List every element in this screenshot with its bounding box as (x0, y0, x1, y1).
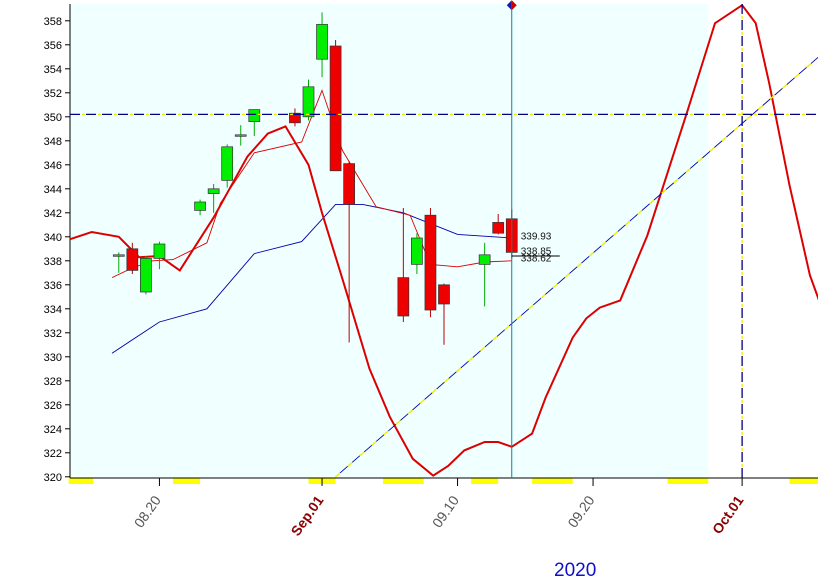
candle-body (194, 201, 206, 211)
y-tick-label: 326 (44, 400, 62, 412)
y-tick-label: 324 (44, 424, 62, 436)
series-line (69, 3, 818, 477)
weekend-markers (68, 478, 818, 484)
price-label: 339.93 (521, 232, 552, 243)
candle-body (438, 284, 450, 305)
cursor-marker-right (511, 0, 517, 11)
price-label: 338.62 (521, 253, 552, 264)
candle-body (248, 109, 261, 122)
candle-body (492, 222, 505, 234)
y-tick-label: 334 (44, 304, 62, 316)
x-tick-label: 08.20 (131, 492, 164, 530)
candle-body (126, 248, 139, 271)
weekend-marker (172, 478, 201, 484)
y-tick-label: 340 (44, 232, 62, 244)
y-tick-label: 358 (44, 16, 62, 28)
candle-body (221, 146, 234, 181)
candle-body (289, 112, 301, 124)
y-tick-label: 352 (44, 88, 62, 100)
weekend-marker (68, 478, 94, 484)
candle-body (234, 134, 247, 137)
candle-body (207, 188, 220, 194)
cursor-marker-left (506, 0, 512, 11)
candle-body (478, 254, 491, 265)
price-label: 338.85 (521, 247, 552, 258)
y-tick-label: 330 (44, 352, 62, 364)
y-tick-label: 320 (44, 472, 62, 484)
y-tick-label: 342 (44, 208, 62, 220)
candle-body (302, 86, 315, 118)
candle-body (316, 24, 328, 60)
y-tick-label: 322 (44, 448, 62, 460)
y-tick-label: 356 (44, 40, 62, 52)
axes (65, 4, 818, 486)
plot-background (70, 4, 709, 478)
candle-body (140, 258, 152, 293)
candle-body (153, 243, 166, 259)
x-tick-label: 09.10 (429, 492, 462, 530)
y-tick-label: 328 (44, 376, 62, 388)
x-tick-label: 09.20 (564, 492, 597, 530)
y-tick-label: 350 (44, 112, 62, 124)
y-tick-label: 338 (44, 256, 62, 268)
y-axis-labels: 320 322 324 326 328 330 332 334 336 338 340 342 344 3… (44, 16, 62, 484)
candle-body (343, 163, 355, 205)
weekend-marker (789, 478, 818, 484)
candle-body (112, 254, 125, 257)
y-tick-label: 332 (44, 328, 62, 340)
y-tick-label: 346 (44, 160, 62, 172)
history-shade (70, 4, 709, 478)
candle-body (424, 214, 437, 311)
y-tick-label: 348 (44, 136, 62, 148)
y-tick-label: 336 (44, 280, 62, 292)
candle-body (397, 277, 410, 317)
weekend-marker (471, 478, 499, 484)
weekend-marker (383, 478, 424, 484)
x-axis-labels: 08.20 Sep.01 09.10 09.20 Oct.01 (131, 492, 747, 538)
year-label: 2020 (554, 560, 597, 581)
trend-line-dash (335, 56, 818, 478)
x-tick-label: Oct.01 (709, 492, 747, 536)
y-tick-label: 354 (44, 64, 62, 76)
weekend-marker (532, 478, 573, 484)
candle-body (329, 45, 342, 172)
weekend-marker (667, 478, 709, 484)
x-tick-label: Sep.01 (288, 492, 327, 538)
candle-body (411, 237, 423, 265)
y-tick-label: 344 (44, 184, 62, 196)
